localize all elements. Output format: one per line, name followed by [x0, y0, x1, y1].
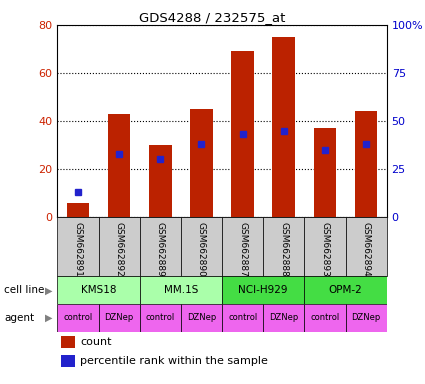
Bar	[304, 217, 346, 276]
Bar	[61, 355, 76, 367]
Text: GSM662889: GSM662889	[156, 222, 165, 276]
Text: GSM662894: GSM662894	[362, 222, 371, 276]
Bar	[181, 217, 222, 276]
Bar	[231, 51, 254, 217]
Text: GSM662888: GSM662888	[279, 222, 288, 276]
Text: MM.1S: MM.1S	[164, 285, 198, 295]
Text: count: count	[80, 337, 112, 347]
Bar	[346, 217, 387, 276]
Bar	[272, 37, 295, 217]
Text: cell line: cell line	[4, 285, 45, 295]
Bar	[263, 304, 304, 332]
Bar	[57, 304, 99, 332]
Text: OPM-2: OPM-2	[329, 285, 363, 295]
Text: GSM662892: GSM662892	[115, 222, 124, 276]
Text: DZNep: DZNep	[351, 313, 381, 323]
Bar	[61, 336, 76, 348]
Bar	[355, 111, 377, 217]
Text: ▶: ▶	[45, 313, 53, 323]
Text: GSM662891: GSM662891	[74, 222, 82, 276]
Bar	[140, 304, 181, 332]
Text: GSM662890: GSM662890	[197, 222, 206, 276]
Text: control: control	[310, 313, 340, 323]
Bar	[304, 276, 387, 304]
Text: GSM662893: GSM662893	[320, 222, 329, 276]
Bar	[181, 304, 222, 332]
Text: control: control	[228, 313, 257, 323]
Bar	[108, 114, 130, 217]
Bar	[140, 276, 222, 304]
Bar	[149, 145, 172, 217]
Text: DZNep: DZNep	[269, 313, 298, 323]
Text: percentile rank within the sample: percentile rank within the sample	[80, 356, 268, 366]
Bar	[99, 304, 140, 332]
Bar	[222, 217, 263, 276]
Text: KMS18: KMS18	[81, 285, 116, 295]
Text: control: control	[146, 313, 175, 323]
Bar	[57, 276, 140, 304]
Text: ▶: ▶	[45, 285, 53, 295]
Bar	[346, 304, 387, 332]
Text: control: control	[63, 313, 93, 323]
Text: GSM662887: GSM662887	[238, 222, 247, 276]
Text: agent: agent	[4, 313, 34, 323]
Bar	[263, 217, 304, 276]
Text: DZNep: DZNep	[105, 313, 134, 323]
Bar	[99, 217, 140, 276]
Bar	[222, 304, 263, 332]
Text: NCI-H929: NCI-H929	[238, 285, 288, 295]
Bar	[57, 217, 99, 276]
Text: GDS4288 / 232575_at: GDS4288 / 232575_at	[139, 12, 286, 25]
Bar	[304, 304, 346, 332]
Bar	[140, 217, 181, 276]
Bar	[190, 109, 213, 217]
Bar	[67, 203, 89, 217]
Bar	[222, 276, 304, 304]
Bar	[314, 128, 336, 217]
Text: DZNep: DZNep	[187, 313, 216, 323]
